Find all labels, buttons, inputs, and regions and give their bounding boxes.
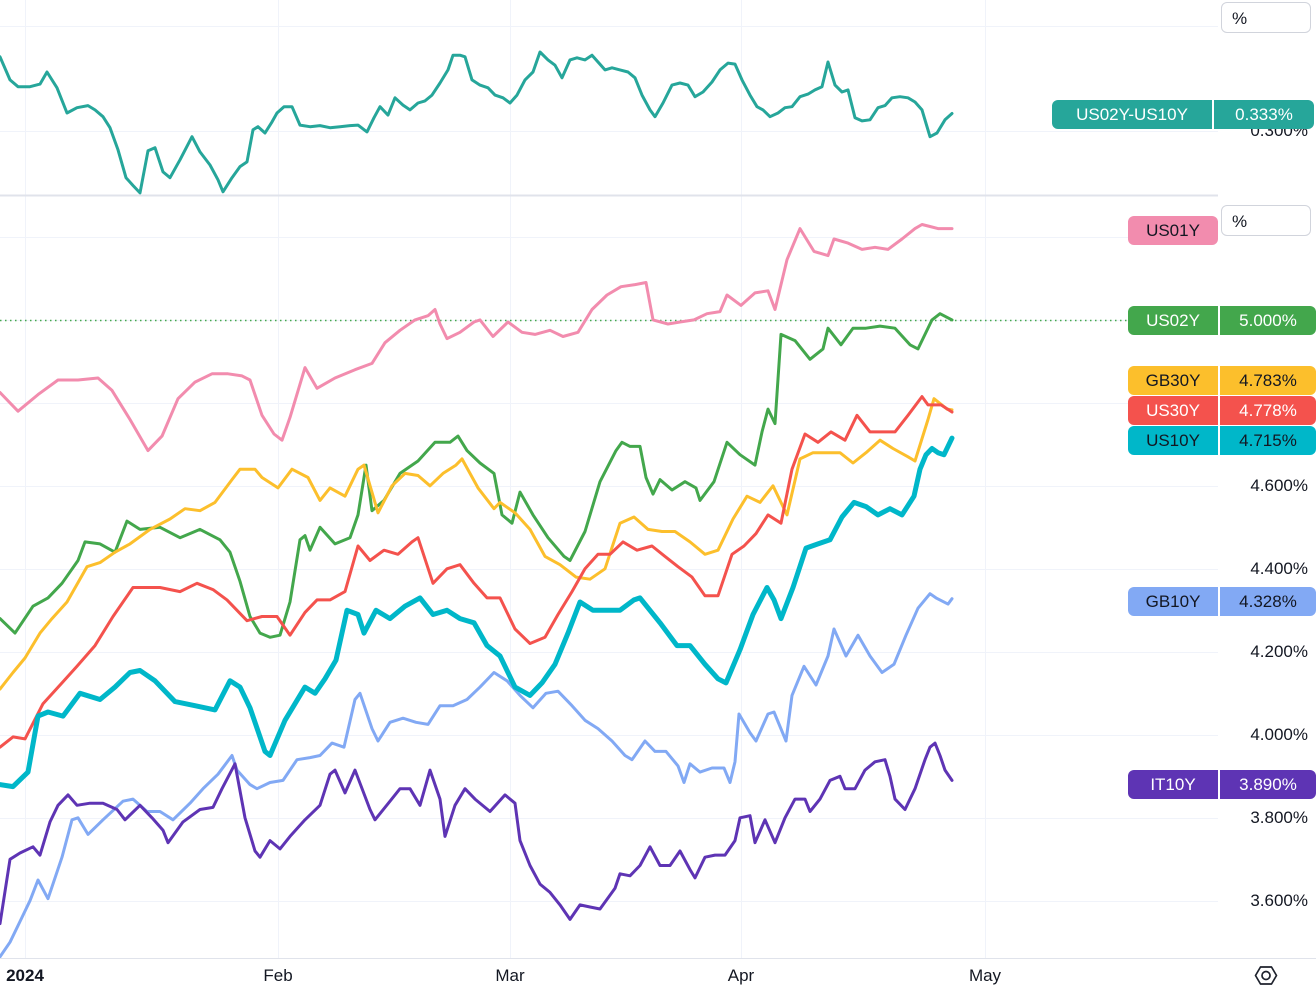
settings-icon [1254,966,1278,985]
price-tick-label: 3.800% [1250,807,1308,827]
series-line-US01Y [0,223,954,453]
series-line-IT10Y [0,741,954,926]
chart-canvas[interactable] [0,0,1218,958]
series-line-US30Y [0,395,954,749]
series-line-US02Y [0,312,954,639]
time-tick-label: Feb [263,966,293,985]
price-tick-label: 4.400% [1250,558,1308,578]
time-tick-label: Mar [495,966,525,985]
price-scale[interactable]: 0.300% 4.600% 4.400% 4.200% 4.000% 3.800% 3.60… [1218,0,1316,958]
price-tick-label: 4.000% [1250,724,1308,744]
series-line-US02Y-US10Y [0,50,954,195]
series-line-GB30Y [0,397,954,691]
plot-area [0,0,1218,958]
price-tick-label: 4.600% [1250,475,1308,495]
series-line-GB10Y [0,592,954,958]
time-tick-label: May [968,966,1002,985]
time-axis-settings-button[interactable] [1251,962,1281,990]
price-tick-label: 0.300% [1250,120,1308,140]
price-tick-label: 4.200% [1250,641,1308,661]
series-line-US10Y [0,435,955,790]
time-axis[interactable]: 2024 Feb Mar Apr May [0,958,1316,994]
time-tick-label: Apr [727,966,755,985]
price-tick-label: 3.600% [1250,890,1308,910]
time-tick-label: 2024 [6,966,44,985]
